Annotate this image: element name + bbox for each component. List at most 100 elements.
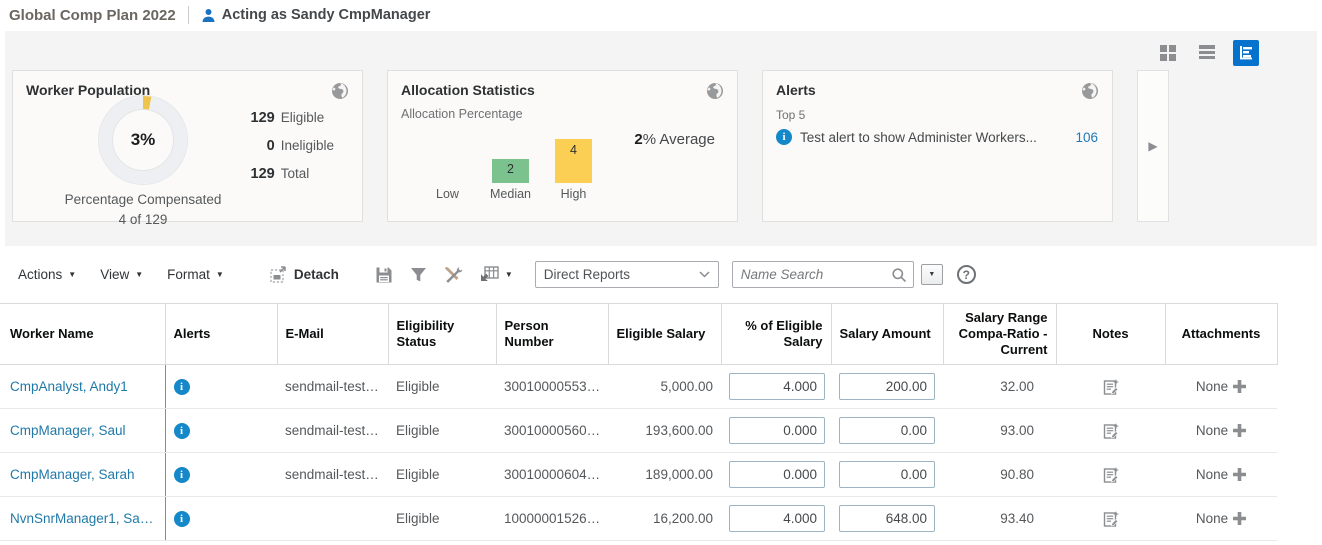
attachments-none-label: None [1195,379,1229,394]
bar-median-value: 2 [507,162,514,176]
eligibility-cell: Eligible [388,496,496,541]
population-filter-select[interactable]: Direct Reports [534,261,719,288]
actions-menu[interactable]: Actions ▼ [18,267,77,282]
alert-info-icon[interactable]: i [173,511,190,527]
allocation-statistics-card: Allocation Statistics Allocation Percent… [387,70,738,222]
pct-of-eligible-input[interactable] [729,461,825,488]
compa-ratio-cell: 32.00 [943,364,1056,409]
alert-info-icon[interactable]: i [173,467,190,483]
chevron-down-icon: ▼ [215,270,224,279]
bar-chart-view-icon[interactable] [1233,40,1259,66]
col-salary-amount[interactable]: Salary Amount [831,303,944,365]
list-view-icon[interactable] [1194,40,1220,66]
col-alerts[interactable]: Alerts [165,303,278,365]
salary-amount-input[interactable] [839,505,935,532]
email-cell: sendmail-test… [277,408,388,453]
col-notes[interactable]: Notes [1056,303,1166,365]
col-eligible-salary[interactable]: Eligible Salary [608,303,722,365]
percentage-compensated-donut: 3% Percentage Compensated 4 of 129 [13,96,273,230]
name-search-input[interactable] [740,267,891,282]
bar-high-value: 4 [570,143,577,157]
person-icon [201,8,216,23]
col-eligibility-status[interactable]: Eligibility Status [388,303,497,365]
panel-expander[interactable]: ▶ [1137,70,1169,222]
label-median: Median [490,187,531,201]
globe-icon [1081,82,1099,100]
col-worker-name[interactable]: Worker Name [0,303,166,365]
globe-icon [331,82,349,100]
eligibility-cell: Eligible [388,408,496,453]
alert-text: Test alert to show Administer Workers... [800,129,1037,145]
table-toolbar: Actions ▼ View ▼ Format ▼ Detach ▼ Direc… [0,246,1322,303]
bar-median: 2 [479,111,542,183]
save-icon[interactable] [375,266,393,284]
donut-chart: 3% [99,96,187,184]
attachments-none-label: None [1195,467,1229,482]
tools-icon[interactable] [444,266,463,284]
worker-name-link[interactable]: CmpAnalyst, Andy1 [10,379,128,394]
add-note-icon[interactable] [1064,510,1157,527]
stat-total: 129 Total [250,166,310,182]
view-menu[interactable]: View ▼ [100,267,144,282]
add-note-icon[interactable] [1064,466,1157,483]
grid-view-icon[interactable] [1155,40,1181,66]
salary-amount-input[interactable] [839,461,935,488]
detach-button[interactable]: Detach [270,266,339,283]
pct-of-eligible-input[interactable] [729,505,825,532]
attachments-none-label: None [1195,423,1229,438]
alert-row: i Test alert to show Administer Workers.… [763,122,1112,145]
eligibility-cell: Eligible [388,364,496,409]
donut-caption-line1: Percentage Compensated [64,192,222,207]
salary-amount-input[interactable] [839,373,935,400]
summary-panel: Worker Population 3% Percentage Compensa… [5,31,1317,246]
eligible-salary-cell: 189,000.00 [608,452,721,497]
person-number-cell: 30010000553… [496,364,608,409]
eligible-salary-cell: 16,200.00 [608,496,721,541]
search-icon[interactable] [891,267,907,283]
help-icon[interactable]: ? [956,265,976,284]
alert-count-link[interactable]: 106 [1075,129,1098,145]
search-options-dropdown[interactable]: ▼ [920,264,943,285]
alert-info-icon[interactable]: i [173,379,190,395]
alert-info-icon[interactable]: i [173,423,190,439]
worker-name-link[interactable]: CmpManager, Saul [10,423,126,438]
person-number-cell: 10000001526… [496,496,608,541]
pct-of-eligible-input[interactable] [729,373,825,400]
table-row: NvnSnrManager1, Sa… i Eligible 100000015… [0,496,1322,541]
info-icon: i [776,129,792,145]
col-email[interactable]: E-Mail [277,303,389,365]
worker-name-link[interactable]: NvnSnrManager1, Sa… [10,511,154,526]
compa-ratio-cell: 93.40 [943,496,1056,541]
view-toggle-group [1155,40,1259,66]
add-note-icon[interactable] [1064,378,1157,395]
salary-amount-input[interactable] [839,417,935,444]
col-compa-ratio[interactable]: Salary Range Compa-Ratio - Current [943,303,1057,365]
table-row: CmpAnalyst, Andy1 i sendmail-test… Eligi… [0,364,1322,409]
add-note-icon[interactable] [1064,422,1157,439]
allocation-axis-labels: Low Median High [416,187,605,201]
eligibility-cell: Eligible [388,452,496,497]
alerts-title: Alerts [776,82,816,98]
label-high: High [560,187,587,201]
worker-name-link[interactable]: CmpManager, Sarah [10,467,135,482]
donut-center-label: 3% [130,130,156,149]
col-person-number[interactable]: Person Number [496,303,609,365]
col-pct-of-eligible[interactable]: % of Eligible Salary [721,303,832,365]
col-attachments[interactable]: Attachments [1165,303,1278,365]
person-number-cell: 30010000560… [496,408,608,453]
detach-icon [270,266,287,283]
attachments-none-label: None [1195,511,1229,526]
compa-ratio-cell: 90.80 [943,452,1056,497]
freeze-columns-button[interactable]: ▼ [480,265,513,284]
population-stats: 129 Eligible 0 Ineligible 129 Total [239,104,335,188]
label-low: Low [436,187,459,201]
add-attachment-icon[interactable] [1233,424,1247,437]
allocation-average: 2% Average [634,131,715,148]
format-menu[interactable]: Format ▼ [167,267,224,282]
alerts-top-label: Top 5 [776,108,806,122]
add-attachment-icon[interactable] [1233,380,1247,393]
add-attachment-icon[interactable] [1233,468,1247,481]
pct-of-eligible-input[interactable] [729,417,825,444]
filter-icon[interactable] [410,266,427,283]
add-attachment-icon[interactable] [1233,512,1247,525]
